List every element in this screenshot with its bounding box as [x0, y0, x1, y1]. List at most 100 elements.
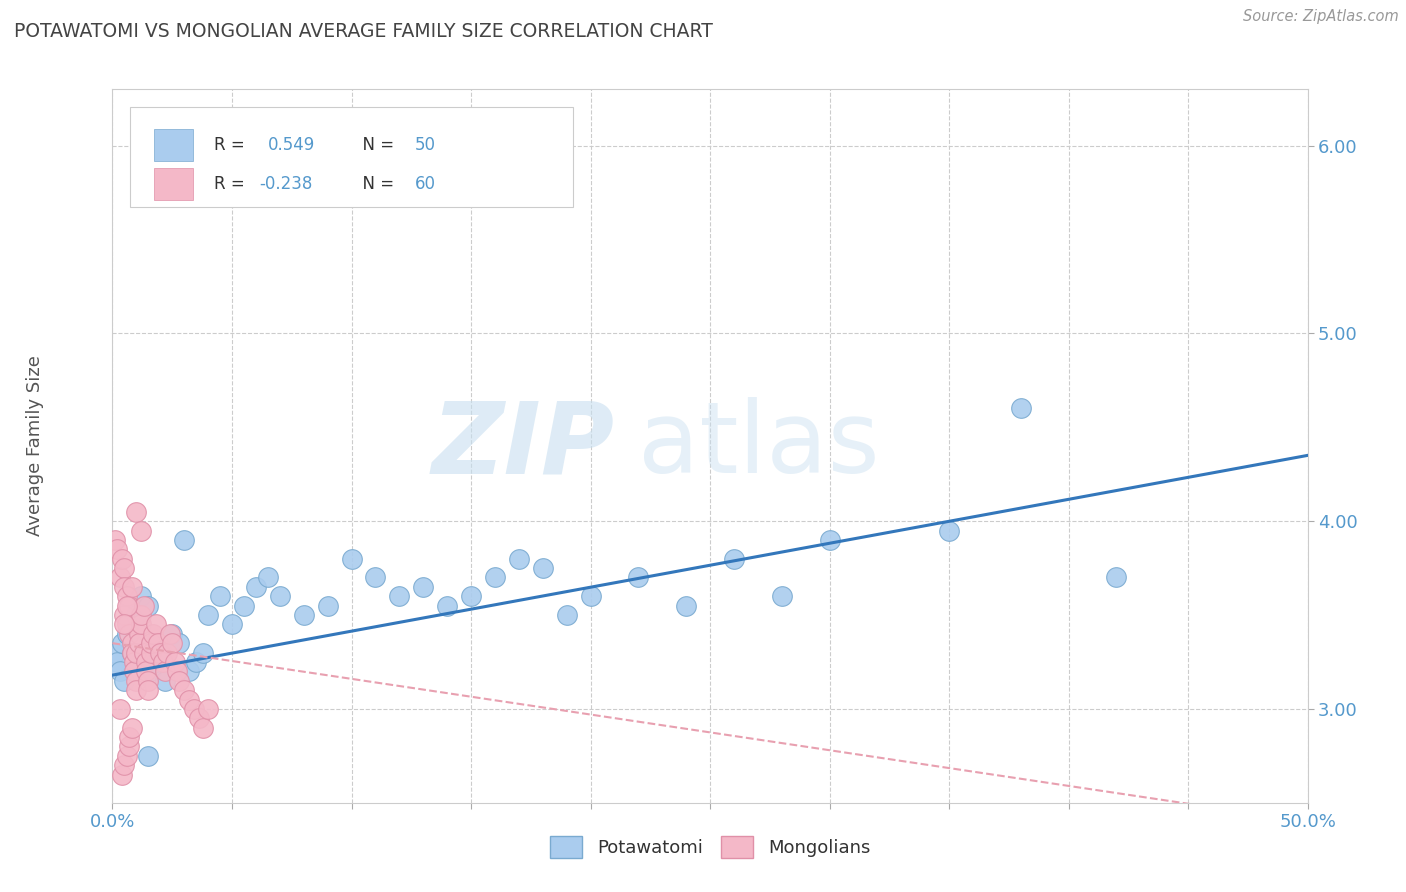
Point	[153, 673, 176, 688]
Point	[129, 589, 152, 603]
Point	[257, 570, 280, 584]
Point	[118, 599, 141, 613]
Point	[153, 665, 176, 679]
Point	[115, 748, 138, 763]
Point	[121, 646, 143, 660]
Point	[162, 627, 183, 641]
Point	[163, 655, 186, 669]
Point	[292, 607, 315, 622]
Point	[108, 702, 131, 716]
Point	[166, 665, 188, 679]
Point	[125, 607, 148, 622]
Text: 0.549: 0.549	[269, 136, 315, 153]
Point	[114, 607, 135, 622]
Point	[115, 617, 138, 632]
Point	[121, 636, 143, 650]
Point	[139, 636, 162, 650]
Point	[118, 627, 141, 641]
Text: N =: N =	[352, 175, 399, 193]
Point	[388, 589, 411, 603]
Point	[193, 721, 215, 735]
Point	[177, 665, 200, 679]
Point	[105, 655, 128, 669]
Point	[1105, 570, 1128, 584]
Point	[115, 627, 138, 641]
Point	[104, 646, 127, 660]
Point	[269, 589, 291, 603]
Point	[138, 683, 160, 698]
Point	[129, 617, 152, 632]
Point	[177, 692, 200, 706]
Point	[232, 599, 256, 613]
Point	[159, 627, 181, 641]
Point	[111, 636, 134, 650]
Legend: Potawatomi, Mongolians: Potawatomi, Mongolians	[543, 829, 877, 865]
Text: -0.238: -0.238	[260, 175, 314, 193]
Point	[183, 702, 205, 716]
Point	[145, 655, 167, 669]
Point	[627, 570, 650, 584]
Point	[508, 551, 530, 566]
Point	[197, 607, 219, 622]
Point	[208, 589, 231, 603]
Text: atlas: atlas	[638, 398, 880, 494]
Point	[938, 524, 960, 538]
Point	[146, 636, 169, 650]
Point	[108, 665, 131, 679]
Point	[114, 580, 135, 594]
Point	[579, 589, 602, 603]
Point	[340, 551, 363, 566]
Point	[316, 599, 339, 613]
Point	[129, 524, 152, 538]
Point	[436, 599, 458, 613]
Point	[169, 673, 191, 688]
Point	[149, 646, 172, 660]
Point	[187, 711, 209, 725]
Point	[364, 570, 387, 584]
Point	[121, 646, 143, 660]
Text: ZIP: ZIP	[432, 398, 614, 494]
Point	[145, 617, 167, 632]
Point	[114, 758, 135, 772]
Point	[111, 551, 134, 566]
Point	[139, 646, 162, 660]
FancyBboxPatch shape	[155, 168, 193, 200]
Point	[125, 646, 148, 660]
Point	[114, 673, 135, 688]
Point	[1010, 401, 1032, 416]
Point	[770, 589, 793, 603]
Point	[125, 683, 148, 698]
Point	[142, 627, 165, 641]
Text: 60: 60	[415, 175, 436, 193]
Point	[121, 580, 143, 594]
Point	[138, 673, 160, 688]
Point	[122, 655, 145, 669]
Text: Average Family Size: Average Family Size	[27, 356, 44, 536]
Text: N =: N =	[352, 136, 399, 153]
Point	[135, 665, 157, 679]
Point	[555, 607, 578, 622]
Point	[125, 673, 148, 688]
Point	[132, 646, 155, 660]
Point	[118, 739, 141, 754]
Point	[128, 636, 150, 650]
Point	[121, 721, 143, 735]
Point	[139, 665, 162, 679]
Point	[412, 580, 434, 594]
Point	[197, 702, 219, 716]
FancyBboxPatch shape	[131, 107, 572, 207]
Point	[193, 646, 215, 660]
Point	[169, 636, 191, 650]
Point	[173, 533, 195, 547]
Point	[162, 636, 183, 650]
Point	[132, 599, 155, 613]
Point	[125, 505, 148, 519]
Text: POTAWATOMI VS MONGOLIAN AVERAGE FAMILY SIZE CORRELATION CHART: POTAWATOMI VS MONGOLIAN AVERAGE FAMILY S…	[14, 22, 713, 41]
Point	[221, 617, 243, 632]
Point	[104, 533, 127, 547]
Point	[114, 561, 135, 575]
Point	[531, 561, 554, 575]
Point	[138, 599, 160, 613]
Point	[115, 599, 138, 613]
Point	[118, 617, 141, 632]
